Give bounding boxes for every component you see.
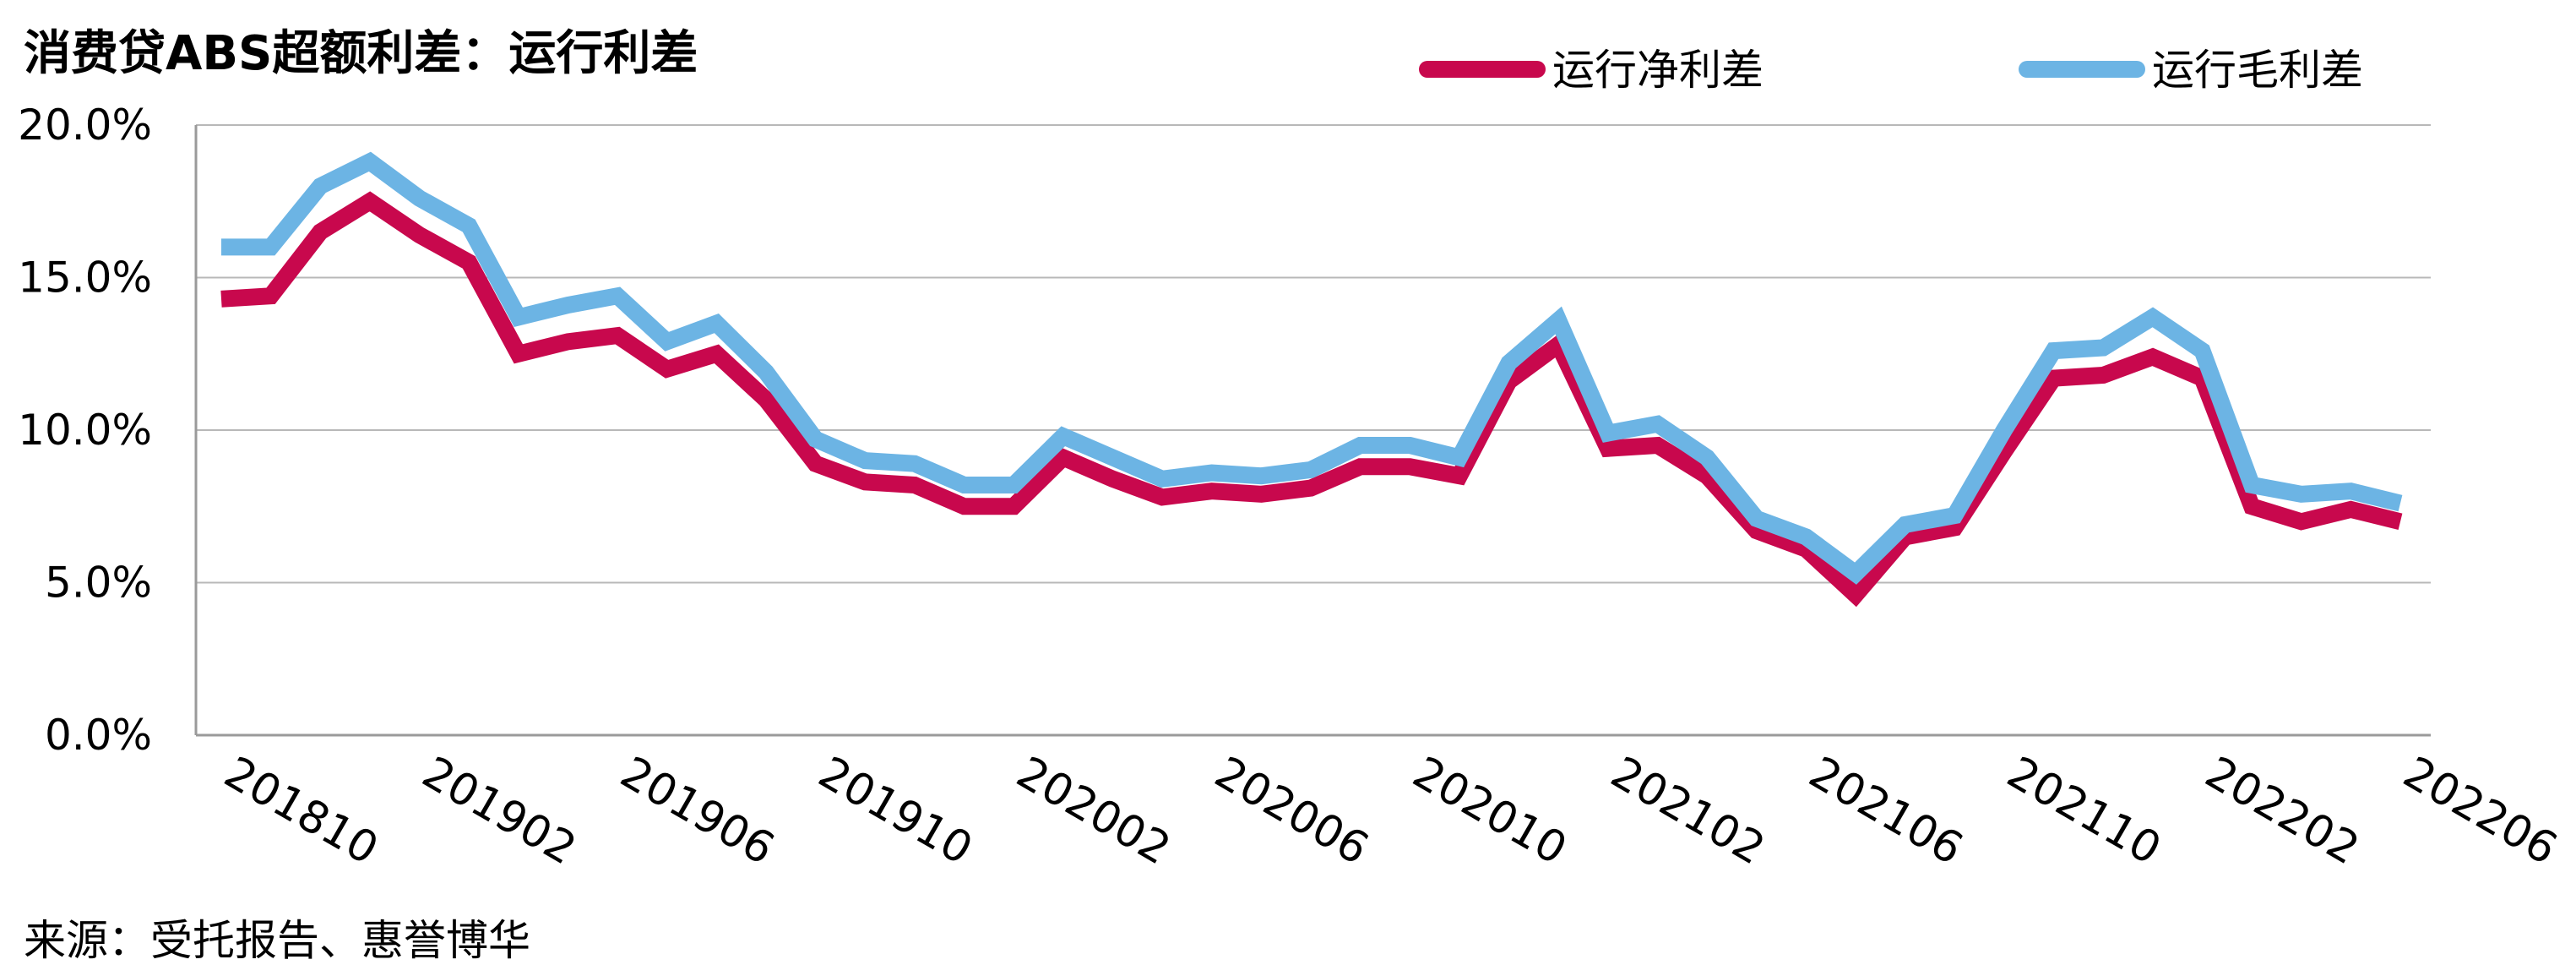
x-tick-label: 202206 [2395, 747, 2566, 875]
series-line-net [220, 191, 2403, 608]
x-tick-label: 202002 [1008, 747, 1179, 875]
y-tick-label: 5.0% [45, 559, 152, 608]
x-axis-ticks: 201810 201902 201906 201910 202002 202006 2020… [216, 747, 2566, 875]
grid [194, 124, 2431, 737]
y-axis-ticks: 0.0% 5.0% 10.0% 15.0% 20.0% [18, 101, 152, 760]
legend-item-gross: 运行毛利差 [2019, 46, 2363, 95]
legend-label-net: 运行净利差 [1552, 46, 1764, 95]
x-tick-label: 202010 [1405, 747, 1575, 875]
legend-item-net: 运行净利差 [1419, 46, 1764, 95]
x-tick-label: 202006 [1206, 747, 1377, 875]
x-tick-label: 202106 [1801, 747, 1971, 875]
x-tick-label: 202110 [1998, 747, 2169, 875]
x-tick-label: 201910 [810, 747, 981, 875]
series-lines [220, 151, 2403, 608]
x-tick-label: 202102 [1602, 747, 1773, 875]
chart-title: 消费贷ABS超额利差：运行利差 [24, 26, 698, 81]
y-tick-label: 0.0% [45, 711, 152, 760]
y-tick-label: 15.0% [18, 254, 152, 303]
x-tick-label: 201902 [414, 747, 584, 875]
legend-label-gross: 运行毛利差 [2152, 46, 2363, 95]
y-tick-label: 10.0% [18, 406, 152, 455]
series-line-gross [221, 151, 2403, 585]
x-tick-label: 202202 [2197, 747, 2367, 875]
x-tick-label: 201906 [612, 747, 783, 875]
x-tick-label: 201810 [216, 747, 387, 875]
y-tick-label: 20.0% [18, 101, 152, 150]
legend: 运行净利差 运行毛利差 [1419, 46, 2363, 95]
source-note: 来源：受托报告、惠誉博华 [24, 916, 530, 965]
